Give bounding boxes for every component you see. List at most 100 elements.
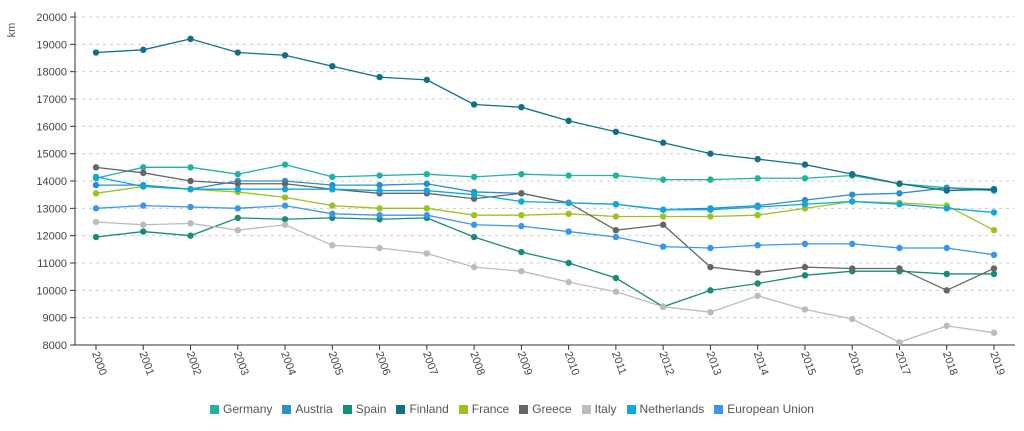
- data-point: [140, 221, 147, 228]
- data-point: [140, 169, 147, 176]
- legend-item[interactable]: Austria: [282, 402, 333, 416]
- data-point: [187, 220, 194, 227]
- data-point: [612, 288, 620, 295]
- data-point: [329, 210, 336, 217]
- data-point: [754, 175, 761, 182]
- legend-label: Italy: [594, 402, 617, 416]
- data-point: [329, 173, 336, 181]
- data-point: [754, 269, 761, 276]
- series-line: [95, 204, 995, 256]
- data-point: [329, 62, 336, 70]
- data-point: [754, 155, 761, 163]
- legend-item[interactable]: Germany: [210, 402, 272, 416]
- data-point: [470, 211, 478, 219]
- data-point: [659, 221, 667, 228]
- data-point: [187, 232, 194, 239]
- legend-item[interactable]: Spain: [342, 402, 386, 416]
- y-tick-label: 18000: [36, 67, 67, 79]
- data-point: [943, 187, 950, 194]
- legend-swatch: [714, 404, 724, 414]
- data-point: [281, 202, 289, 209]
- data-point: [281, 221, 289, 228]
- data-point: [140, 164, 147, 171]
- data-point: [849, 170, 856, 178]
- series-line: [95, 217, 994, 308]
- data-point: [518, 222, 525, 230]
- data-point: [943, 287, 950, 294]
- series-line: [95, 166, 995, 292]
- y-tick-label: 8000: [43, 340, 67, 352]
- legend-swatch: [342, 404, 352, 414]
- x-tick-label: 2004: [278, 350, 298, 377]
- x-tick-label: 2014: [751, 350, 771, 377]
- legend-item[interactable]: Italy: [581, 402, 617, 416]
- data-point: [659, 206, 667, 213]
- data-point: [990, 251, 998, 258]
- data-point: [801, 240, 809, 248]
- data-point: [518, 170, 525, 178]
- x-tick-label: 2010: [562, 350, 582, 377]
- data-point: [754, 211, 761, 219]
- legend-swatch: [282, 404, 292, 414]
- data-point: [896, 244, 903, 252]
- data-point: [896, 201, 903, 208]
- data-point: [801, 272, 809, 279]
- data-point: [707, 263, 714, 271]
- legend-swatch: [626, 404, 636, 414]
- data-point: [518, 198, 525, 205]
- data-point: [943, 244, 950, 252]
- series-line: [95, 221, 995, 343]
- data-point: [849, 191, 856, 198]
- data-point: [754, 280, 761, 287]
- x-tick-label: 2015: [798, 350, 818, 377]
- data-point: [990, 209, 998, 216]
- legend-item[interactable]: European Union: [714, 402, 814, 416]
- data-point: [234, 180, 241, 187]
- data-point: [754, 292, 761, 299]
- legend-swatch: [396, 404, 406, 414]
- x-tick-label: 2013: [704, 350, 724, 377]
- data-point: [707, 150, 714, 157]
- data-point: [943, 205, 950, 212]
- y-tick-label: 11000: [37, 258, 67, 270]
- data-point: [423, 211, 431, 219]
- data-point: [896, 339, 903, 346]
- data-point: [376, 172, 383, 179]
- legend-swatch: [581, 404, 591, 414]
- data-point: [92, 205, 100, 212]
- data-point: [707, 309, 714, 316]
- data-point: [518, 104, 525, 111]
- data-point: [990, 186, 998, 193]
- data-point: [612, 213, 620, 220]
- x-tick-label: 2017: [893, 350, 913, 377]
- data-point: [801, 175, 809, 182]
- y-tick-label: 9000: [43, 313, 67, 325]
- data-point: [801, 306, 809, 313]
- data-point: [612, 172, 620, 179]
- data-point: [565, 210, 572, 217]
- legend-label: Greece: [532, 402, 572, 416]
- legend: Germany Austria Spain Finland France Greece It…: [0, 402, 1024, 416]
- series-line: [95, 185, 995, 231]
- data-point: [92, 181, 100, 189]
- legend-item[interactable]: France: [458, 402, 509, 416]
- legend-item[interactable]: Netherlands: [626, 402, 704, 416]
- data-point: [470, 221, 478, 228]
- x-tick-label: 2005: [325, 350, 345, 377]
- data-point: [990, 329, 998, 336]
- y-tick-label: 19000: [36, 39, 67, 51]
- data-point: [707, 206, 714, 213]
- data-point: [612, 128, 620, 135]
- data-point: [187, 203, 194, 211]
- legend-item[interactable]: Finland: [396, 402, 449, 416]
- legend-item[interactable]: Greece: [519, 402, 572, 416]
- series-line: [95, 163, 995, 190]
- legend-label: European Union: [727, 402, 814, 416]
- data-point: [376, 73, 383, 81]
- data-point: [470, 173, 478, 181]
- data-point: [470, 233, 478, 241]
- data-point: [423, 187, 431, 194]
- series-germany: [92, 161, 998, 193]
- data-point: [612, 274, 620, 282]
